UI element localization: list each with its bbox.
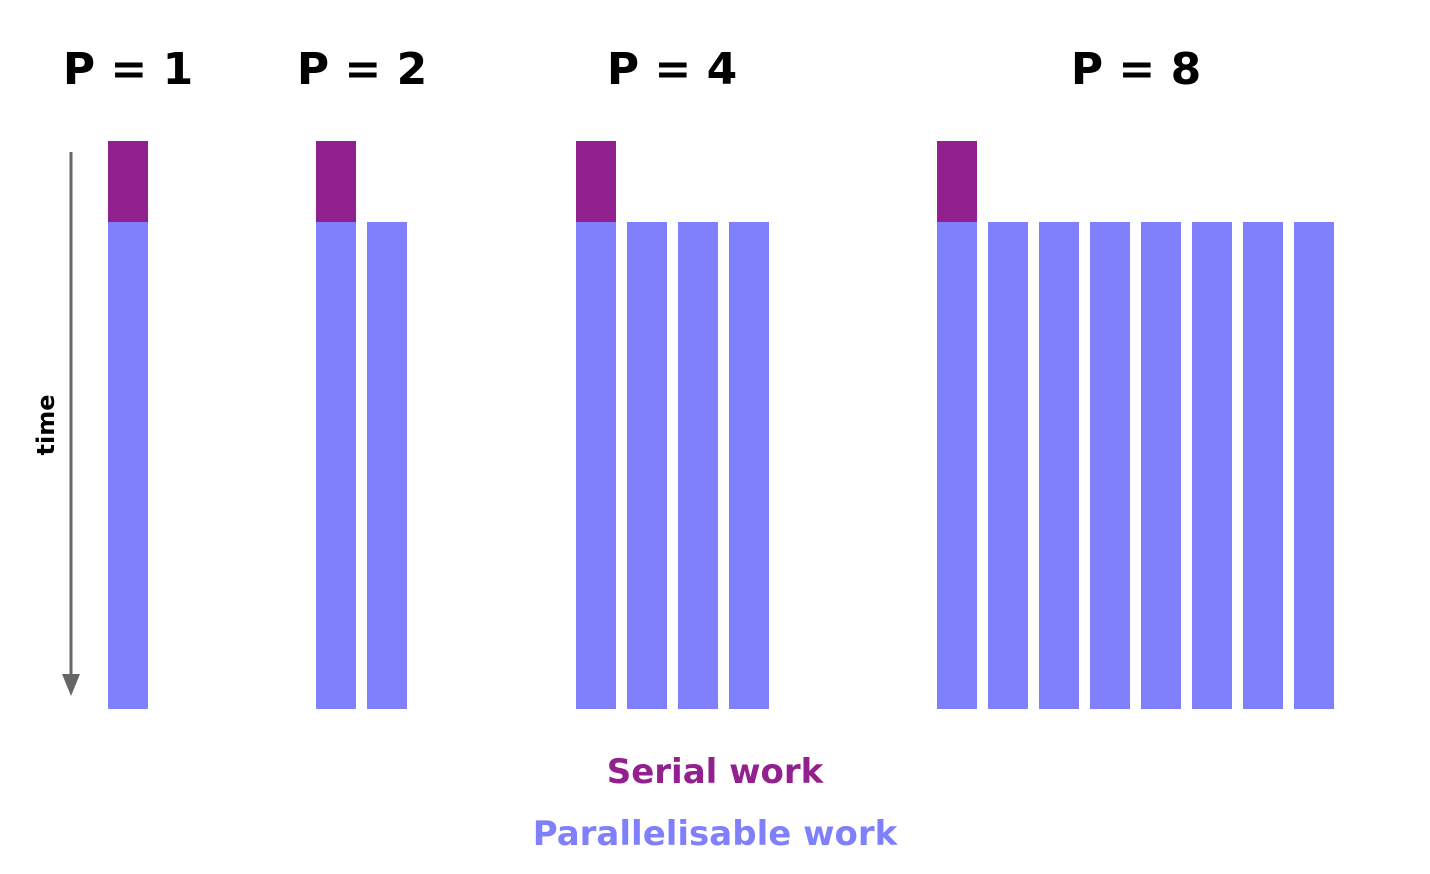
group-titles: P = 1 P = 2 P = 4 P = 8 (63, 44, 1201, 95)
parallel-work-bar (678, 222, 718, 709)
parallel-work-bar (988, 222, 1028, 709)
serial-work-block (576, 141, 616, 222)
parallel-work-bar (576, 222, 616, 709)
parallel-work-bar (316, 222, 356, 709)
parallel-work-bar (627, 222, 667, 709)
time-axis-label: time (32, 395, 60, 456)
parallel-work-bar (1243, 222, 1283, 709)
legend-serial-work: Serial work (606, 752, 824, 792)
parallel-work-bar (1039, 222, 1079, 709)
time-axis: time (32, 152, 80, 696)
parallel-work-bar (729, 222, 769, 709)
parallel-work-bar (1141, 222, 1181, 709)
group-title-p8: P = 8 (1071, 44, 1201, 95)
parallel-work-bar (1192, 222, 1232, 709)
parallel-work-bar (1294, 222, 1334, 709)
serial-work-block (108, 141, 148, 222)
parallel-work-bar (367, 222, 407, 709)
time-axis-arrowhead-icon (62, 674, 80, 696)
legend-parallelisable-work: Parallelisable work (532, 814, 898, 854)
work-bars (108, 141, 1334, 709)
group-title-p4: P = 4 (607, 44, 737, 95)
parallel-work-bar (108, 222, 148, 709)
parallel-work-bar (1090, 222, 1130, 709)
serial-work-block (316, 141, 356, 222)
group-title-p1: P = 1 (63, 44, 193, 95)
parallel-work-bar (937, 222, 977, 709)
serial-work-block (937, 141, 977, 222)
group-title-p2: P = 2 (297, 44, 427, 95)
